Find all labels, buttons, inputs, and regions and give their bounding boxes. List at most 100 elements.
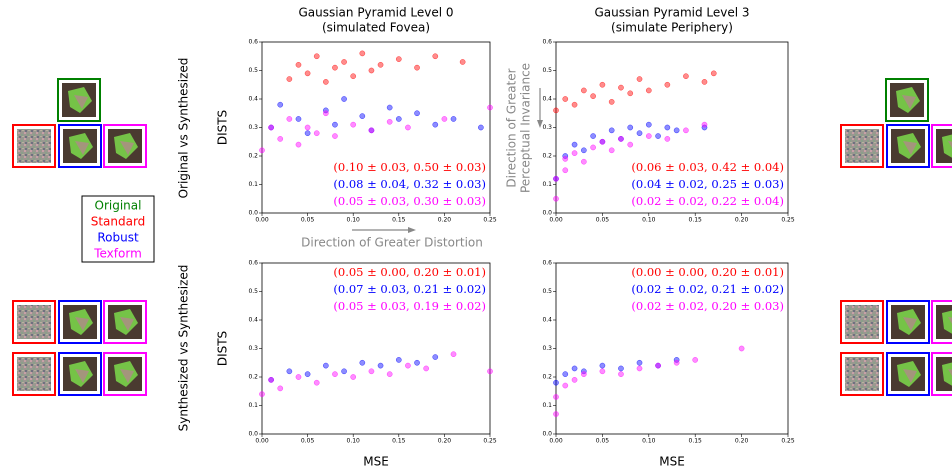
y-tick-label: 0.3 (248, 345, 258, 352)
y-tick-label: 0.6 (248, 260, 258, 267)
point (386, 371, 393, 377)
point (645, 121, 652, 128)
thumb-image (948, 141, 952, 148)
thumb-image (845, 129, 879, 163)
thumb-image (74, 95, 88, 109)
point (571, 150, 578, 156)
thumb-image (75, 141, 89, 155)
point (618, 365, 624, 372)
point (553, 107, 559, 114)
point (553, 175, 559, 182)
y-tick-label: 0.4 (248, 317, 258, 324)
thumb-image (75, 317, 89, 331)
y-tick-label: 0.4 (248, 96, 258, 103)
point (268, 377, 274, 383)
point (645, 87, 652, 94)
point (673, 359, 680, 366)
point (341, 368, 347, 375)
point (304, 124, 311, 131)
arrow-label: Direction of Greater (505, 68, 519, 187)
point (618, 84, 624, 91)
point (441, 116, 448, 122)
point (277, 101, 284, 108)
y-tick-label: 0.2 (542, 153, 552, 160)
point (259, 391, 265, 397)
point (599, 368, 606, 375)
point (432, 121, 439, 128)
annotation: (0.05 ± 0.03, 0.19 ± 0.02) (333, 299, 486, 313)
point (701, 79, 708, 85)
point (571, 377, 578, 383)
x-tick-label: 0.10 (642, 438, 656, 445)
thumb-image (120, 317, 134, 331)
annotation: (0.05 ± 0.00, 0.20 ± 0.01) (333, 265, 486, 279)
point (701, 121, 708, 128)
thumb-image (75, 369, 89, 383)
point (608, 99, 615, 105)
y-tick-label: 0.0 (542, 431, 552, 438)
x-axis-label: MSE (363, 455, 389, 469)
x-tick-label: 0.20 (735, 438, 749, 445)
point (322, 110, 329, 117)
point (562, 371, 569, 377)
x-tick-label: 0.25 (781, 217, 795, 224)
point (655, 362, 661, 369)
thumb-image (120, 369, 134, 383)
point (599, 138, 606, 145)
x-tick-label: 0.25 (483, 217, 497, 224)
point (553, 394, 559, 400)
y-tick-label: 0.2 (248, 153, 258, 160)
point (332, 64, 338, 71)
point (368, 67, 375, 74)
thumb-image (845, 357, 879, 391)
point (432, 354, 439, 360)
point (405, 362, 411, 369)
annotation: (0.02 ± 0.02, 0.22 ± 0.04) (631, 194, 784, 208)
point (359, 359, 366, 366)
point (580, 158, 587, 165)
thumb-image (903, 317, 917, 331)
x-tick-label: 0.10 (347, 438, 361, 445)
point (683, 127, 689, 134)
point (395, 116, 402, 122)
annotation: (0.02 ± 0.02, 0.20 ± 0.03) (631, 299, 784, 313)
legend-original: Original (95, 199, 142, 213)
annotation: (0.08 ± 0.04, 0.32 ± 0.03) (333, 177, 486, 191)
plot-area (555, 41, 789, 214)
point (636, 76, 643, 82)
y-tick-label: 0.1 (248, 402, 258, 409)
point (286, 76, 293, 82)
point (414, 110, 420, 117)
y-axis-label: DISTS (216, 110, 230, 145)
x-tick-label: 0.10 (642, 217, 656, 224)
chart-title: Gaussian Pyramid Level 0 (298, 6, 453, 20)
thumb-image (902, 95, 916, 109)
point (341, 96, 347, 102)
point (304, 70, 311, 77)
thumb-image (17, 305, 51, 339)
annotation: (0.00 ± 0.00, 0.20 ± 0.01) (631, 265, 784, 279)
point (683, 73, 689, 80)
point (664, 81, 671, 88)
thumbnails (12, 78, 952, 396)
point (562, 167, 569, 174)
x-tick-label: 0.05 (596, 438, 610, 445)
x-tick-label: 0.15 (392, 438, 406, 445)
point (350, 121, 357, 128)
y-tick-label: 0.5 (248, 67, 258, 74)
point (627, 124, 634, 131)
thumb-image (942, 362, 952, 386)
point (377, 61, 384, 68)
annotation: (0.07 ± 0.03, 0.21 ± 0.02) (333, 282, 486, 296)
y-tick-label: 0.5 (542, 288, 552, 295)
point (332, 133, 338, 139)
point (608, 127, 615, 134)
point (450, 116, 457, 122)
thumb-image (948, 369, 952, 376)
point (268, 124, 274, 131)
point (341, 59, 347, 65)
x-tick-label: 0.25 (483, 438, 497, 445)
annotation: (0.06 ± 0.03, 0.42 ± 0.04) (631, 160, 784, 174)
point (313, 379, 320, 386)
point (368, 127, 375, 134)
